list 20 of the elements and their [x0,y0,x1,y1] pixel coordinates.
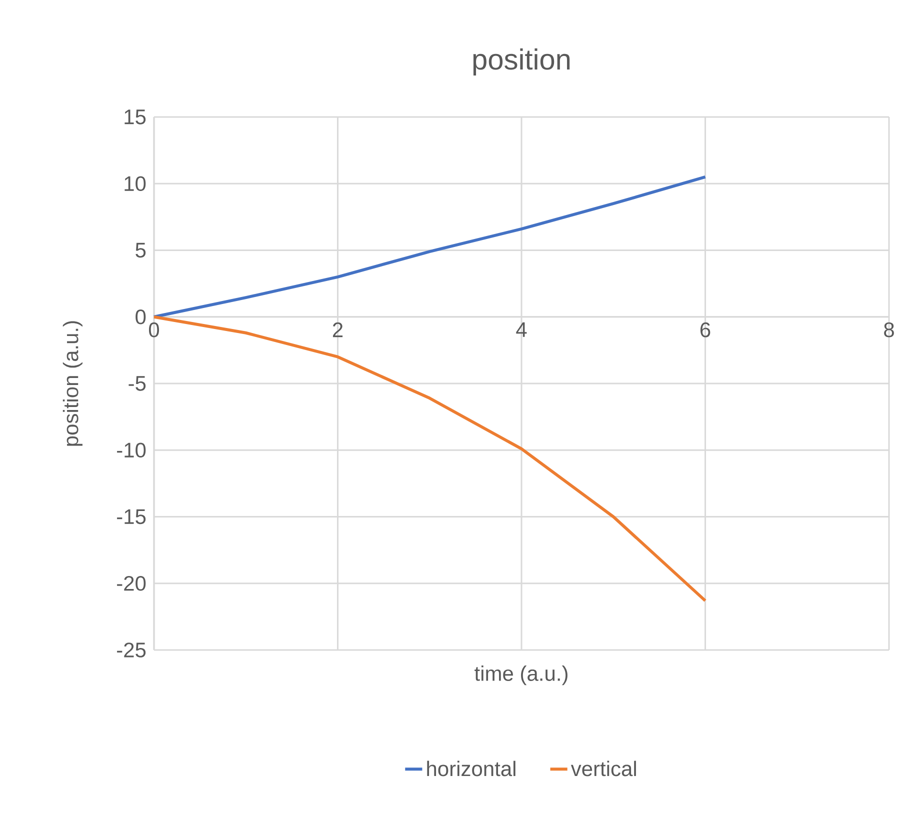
chart-title: position [473,48,570,76]
line-series [152,175,707,318]
y-tick-label: -20 [117,576,146,591]
legend-label: horizontal [427,760,516,776]
x-tick-label: 4 [516,322,527,337]
x-tick-label: 6 [700,322,710,338]
y-tick-label: -10 [117,442,146,458]
x-axis-title: time (a.u.) [474,666,568,686]
legend-label: vertical [570,760,636,776]
y-tick-label: -5 [128,376,146,391]
y-axis-title: position (a.u.) [62,321,82,446]
x-tick-label: 0 [148,322,160,338]
y-tick-label: 15 [124,110,146,124]
y-tick-label: -15 [117,509,146,524]
y-tick-label: 10 [124,176,146,192]
x-tick-label: 2 [332,322,343,338]
y-tick-label: 0 [136,309,146,324]
y-tick-label: -25 [117,642,146,658]
x-tick-label: 8 [884,322,894,338]
y-tick-label: 5 [136,242,146,258]
